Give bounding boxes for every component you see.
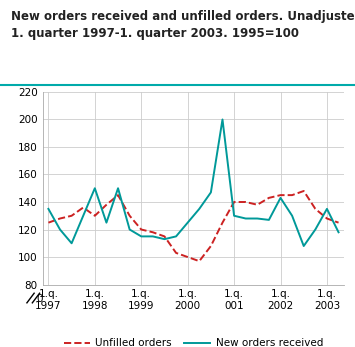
Unfilled orders [302,189,306,193]
Line: New orders received: New orders received [48,119,339,246]
Unfilled orders [244,200,248,204]
New orders received [70,241,74,245]
Unfilled orders [220,221,225,225]
New orders received [337,230,341,234]
New orders received [104,221,109,225]
New orders received [174,234,178,238]
Unfilled orders [197,259,201,263]
Line: Unfilled orders: Unfilled orders [48,191,339,261]
New orders received [278,196,283,200]
Unfilled orders [70,214,74,218]
New orders received [290,214,294,218]
Legend: Unfilled orders, New orders received: Unfilled orders, New orders received [60,334,327,347]
Unfilled orders [186,255,190,259]
Unfilled orders [290,193,294,197]
Unfilled orders [209,244,213,248]
New orders received [255,217,260,221]
Unfilled orders [58,217,62,221]
New orders received [162,237,166,241]
New orders received [93,186,97,190]
Unfilled orders [174,251,178,255]
Unfilled orders [232,200,236,204]
New orders received [209,190,213,194]
Unfilled orders [325,217,329,221]
New orders received [220,117,225,121]
Text: New orders received and unfilled orders. Unadjusted.
1. quarter 1997-1. quarter : New orders received and unfilled orders.… [11,10,355,40]
Unfilled orders [139,227,143,231]
Unfilled orders [81,205,85,210]
New orders received [232,214,236,218]
New orders received [58,227,62,231]
New orders received [302,244,306,248]
Unfilled orders [104,203,109,207]
New orders received [46,207,50,211]
New orders received [127,227,132,231]
Unfilled orders [255,203,260,207]
New orders received [186,221,190,225]
New orders received [197,207,201,211]
Unfilled orders [116,193,120,197]
New orders received [151,234,155,238]
New orders received [139,234,143,238]
New orders received [313,227,317,231]
New orders received [244,217,248,221]
Unfilled orders [162,234,166,238]
Unfilled orders [46,221,50,225]
Text: 0: 0 [36,294,43,304]
Unfilled orders [313,207,317,211]
Unfilled orders [337,221,341,225]
Unfilled orders [267,196,271,200]
Unfilled orders [278,193,283,197]
Unfilled orders [93,214,97,218]
New orders received [325,207,329,211]
New orders received [116,186,120,190]
Unfilled orders [151,230,155,234]
New orders received [81,214,85,218]
Unfilled orders [127,214,132,218]
New orders received [267,218,271,222]
